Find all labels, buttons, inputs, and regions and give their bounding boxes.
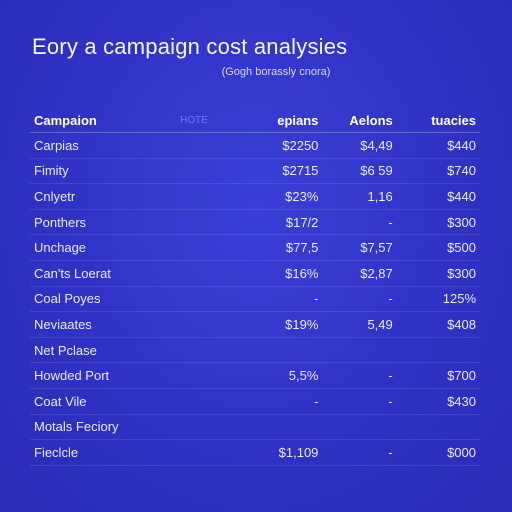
row-name-cell: Fieclcle — [30, 439, 177, 466]
row-tuacies-cell: $300 — [396, 209, 480, 236]
table-row: Unchage $77,5 $7,57 $500 — [30, 234, 480, 261]
table-row: Cnlyetr $23% 1,16 $440 — [30, 183, 480, 210]
row-aelons-cell: $6 59 — [322, 158, 397, 185]
row-tuacies-cell: $300 — [396, 260, 480, 287]
row-name-cell: Cnlyetr — [30, 183, 177, 210]
row-tuacies-cell: $500 — [396, 234, 480, 261]
row-tuacies-cell: 125% — [396, 286, 480, 313]
table-row: Neviaates $19% 5,49 $408 — [30, 311, 480, 338]
row-name-cell: Howded Port — [30, 362, 177, 389]
row-tuacies-cell: $430 — [396, 388, 480, 415]
row-aelons-cell: $7,57 — [322, 234, 397, 261]
row-name-cell: Carpias — [30, 132, 177, 159]
row-aelons-cell — [322, 337, 397, 364]
row-epians-cell: $2715 — [256, 158, 323, 185]
row-name-cell: Net Pclase — [30, 337, 177, 364]
table-row: Ponthers $17/2- $300 — [30, 209, 480, 236]
table-header-row: Campaion HOTE epians Aelons tuacies — [30, 108, 480, 133]
row-epians-cell: $16% — [256, 260, 323, 287]
row-epians-cell: $1,109 — [256, 439, 323, 466]
row-epians-cell: 5,5% — [256, 362, 323, 389]
table-row: Net Pclase — [30, 337, 480, 364]
table-row: Fieclcle $1,109- $000 — [30, 439, 480, 466]
row-epians-cell: $19% — [256, 311, 323, 338]
row-aelons-cell: - — [322, 388, 397, 415]
row-note-cell — [176, 132, 257, 159]
column-header-note: HOTE — [176, 108, 257, 133]
table-row: Coal Poyes - -125% — [30, 286, 480, 313]
row-aelons-cell: $2,87 — [322, 260, 397, 287]
row-aelons-cell: $4,49 — [322, 132, 397, 159]
row-tuacies-cell: $440 — [396, 183, 480, 210]
row-note-cell — [176, 337, 257, 364]
row-epians-cell: - — [256, 388, 323, 415]
row-name-cell: Fimity — [30, 158, 177, 185]
row-tuacies-cell: $408 — [396, 311, 480, 338]
row-epians-cell — [256, 414, 323, 441]
row-note-cell — [176, 311, 257, 338]
row-tuacies-cell: $700 — [396, 362, 480, 389]
row-note-cell — [176, 234, 257, 261]
row-epians-cell: - — [256, 286, 323, 313]
row-epians-cell: $77,5 — [256, 234, 323, 261]
table-row: Can'ts Loerat $16% $2,87 $300 — [30, 260, 480, 287]
row-note-cell — [176, 158, 257, 185]
row-tuacies-cell: $000 — [396, 439, 480, 466]
row-note-cell — [176, 362, 257, 389]
row-epians-cell — [256, 337, 323, 364]
column-header-aelons: Aelons — [322, 108, 397, 133]
row-note-cell — [176, 414, 257, 441]
row-epians-cell: $2250 — [256, 132, 323, 159]
row-aelons-cell: - — [322, 362, 397, 389]
row-note-cell — [176, 260, 257, 287]
table-row: Carpias $2250 $4,49 $440 — [30, 132, 480, 159]
row-epians-cell: $23% — [256, 183, 323, 210]
column-header-tuacies: tuacies — [396, 108, 480, 133]
page-subtitle: (Gogh borassly cnora) — [0, 66, 512, 78]
row-note-cell — [176, 286, 257, 313]
row-note-cell — [176, 388, 257, 415]
campaign-cost-table: Campaion HOTE epians Aelons tuacies Carp… — [30, 108, 480, 466]
row-name-cell: Neviaates — [30, 311, 177, 338]
table-row: Coat Vile - - $430 — [30, 388, 480, 415]
row-note-cell — [176, 439, 257, 466]
row-aelons-cell: 1,16 — [322, 183, 397, 210]
row-name-cell: Motals Feciory — [30, 414, 177, 441]
column-header-epians: epians — [256, 108, 323, 133]
row-aelons-cell: - — [322, 286, 397, 313]
page-title: Eory a campaign cost analysies — [32, 34, 348, 59]
table-row: Fimity $2715 $6 59 $740 — [30, 158, 480, 185]
row-tuacies-cell — [396, 337, 480, 364]
table-row: Motals Feciory — [30, 414, 480, 441]
row-name-cell: Unchage — [30, 234, 177, 261]
row-name-cell: Coal Poyes — [30, 286, 177, 313]
row-name-cell: Coat Vile — [30, 388, 177, 415]
row-note-cell — [176, 209, 257, 236]
row-aelons-cell: - — [322, 209, 397, 236]
row-note-cell — [176, 183, 257, 210]
row-tuacies-cell: $740 — [396, 158, 480, 185]
row-tuacies-cell — [396, 414, 480, 441]
row-aelons-cell: - — [322, 439, 397, 466]
row-aelons-cell — [322, 414, 397, 441]
subtitle-text: (Gogh borassly cnora) — [221, 66, 331, 78]
column-header-campaign: Campaion — [30, 108, 177, 133]
row-epians-cell: $17/2 — [256, 209, 323, 236]
table-row: Howded Port 5,5% - $700 — [30, 362, 480, 389]
table-body: Carpias $2250 $4,49 $440 Fimity $2715 $6 59 $74… — [30, 132, 480, 466]
row-tuacies-cell: $440 — [396, 132, 480, 159]
row-name-cell: Can'ts Loerat — [30, 260, 177, 287]
row-name-cell: Ponthers — [30, 209, 177, 236]
row-aelons-cell: 5,49 — [322, 311, 397, 338]
